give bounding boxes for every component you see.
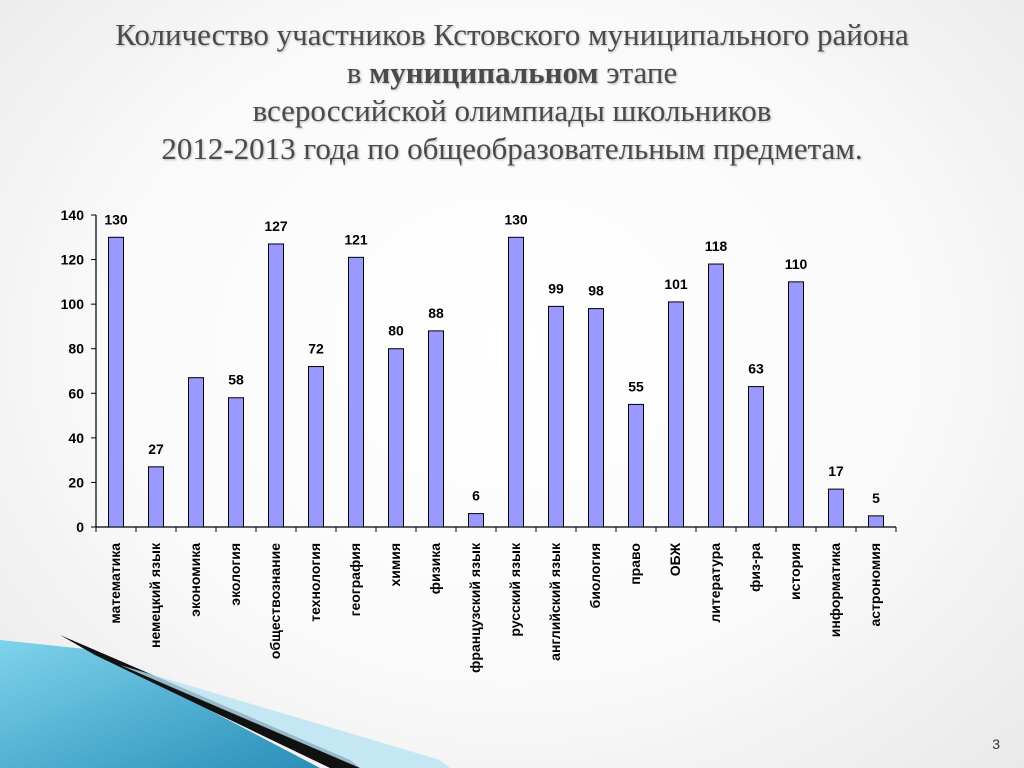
x-tick-label: биология bbox=[587, 543, 603, 608]
title-line-2: в муниципальном этапе bbox=[0, 54, 1024, 92]
title-line-2-bold: муниципальном bbox=[369, 55, 599, 90]
data-label: 27 bbox=[148, 441, 164, 457]
data-label: 98 bbox=[588, 283, 604, 299]
title-line-2-prefix: в bbox=[346, 55, 362, 90]
data-label: 118 bbox=[705, 238, 728, 254]
bar bbox=[588, 308, 604, 528]
data-label: 130 bbox=[104, 211, 128, 227]
x-tick-label: география bbox=[347, 543, 363, 616]
page-number: 3 bbox=[992, 736, 1000, 752]
x-tick-label: информатика bbox=[827, 543, 843, 637]
title-line-3: всероссийской олимпиады школьников bbox=[252, 93, 772, 128]
x-tick-label: физ-ра bbox=[747, 543, 763, 592]
x-tick-label: французский язык bbox=[467, 542, 483, 673]
y-tick-label: 100 bbox=[61, 296, 85, 312]
x-tick-label: технология bbox=[307, 543, 323, 622]
bar bbox=[628, 403, 644, 528]
data-label: 130 bbox=[504, 211, 528, 227]
data-label: 80 bbox=[388, 323, 404, 339]
x-tick-label: русский язык bbox=[507, 542, 523, 637]
x-tick-label: физика bbox=[427, 543, 443, 594]
bar bbox=[508, 236, 524, 528]
y-tick-label: 20 bbox=[68, 474, 84, 490]
x-tick-label: немецкий язык bbox=[147, 542, 163, 648]
bar bbox=[228, 397, 244, 528]
bar bbox=[268, 243, 284, 528]
x-tick-label: обществознание bbox=[267, 543, 283, 659]
x-tick-label: астрономия bbox=[867, 543, 883, 627]
bar bbox=[868, 515, 884, 528]
bar bbox=[828, 488, 844, 528]
y-tick-label: 60 bbox=[68, 385, 84, 401]
data-label: 5 bbox=[872, 490, 880, 506]
data-label: 101 bbox=[664, 276, 688, 292]
bar bbox=[468, 513, 484, 528]
bar bbox=[108, 236, 124, 528]
bar bbox=[748, 386, 764, 528]
data-label: 55 bbox=[628, 378, 644, 394]
x-tick-label: история bbox=[787, 543, 803, 600]
data-label: 58 bbox=[228, 372, 244, 388]
y-tick-label: 0 bbox=[76, 519, 84, 535]
data-label: 110 bbox=[785, 256, 808, 272]
data-label: 6 bbox=[472, 488, 480, 504]
bar bbox=[788, 281, 804, 528]
data-label: 63 bbox=[748, 361, 764, 377]
x-tick-label: экономика bbox=[187, 543, 203, 617]
bar bbox=[668, 301, 684, 528]
bar bbox=[708, 263, 724, 528]
bars bbox=[108, 236, 884, 528]
x-tick-label: право bbox=[627, 543, 643, 585]
title-line-4: 2012-2013 года по общеобразовательным пр… bbox=[161, 131, 863, 166]
data-label: 127 bbox=[264, 218, 288, 234]
x-tick-label: литература bbox=[707, 543, 723, 623]
x-axis-labels: математика немецкий язык экономика экология… bbox=[107, 542, 883, 673]
bar bbox=[148, 466, 164, 528]
bar bbox=[428, 330, 444, 528]
bar bbox=[308, 366, 324, 528]
bar bbox=[388, 348, 404, 528]
x-tick-label: математика bbox=[107, 543, 123, 624]
title-line-2-rest: этапе bbox=[606, 55, 678, 90]
bar bbox=[548, 305, 564, 528]
y-tick-label: 40 bbox=[68, 430, 84, 446]
y-tick-label: 80 bbox=[68, 341, 84, 357]
y-tick-label: 140 bbox=[61, 207, 85, 223]
data-label: 17 bbox=[828, 463, 844, 479]
bar bbox=[188, 377, 204, 528]
data-label: 121 bbox=[344, 231, 368, 247]
data-label: 72 bbox=[308, 341, 324, 357]
slide-title: Количество участников Кстовского муницип… bbox=[0, 16, 1024, 168]
data-label: 88 bbox=[428, 305, 444, 321]
x-tick-label: ОБЖ bbox=[667, 543, 683, 577]
title-line-1: Количество участников Кстовского муницип… bbox=[115, 17, 909, 52]
y-axis: 0 20 40 60 80 100 120 140 bbox=[61, 207, 897, 535]
data-label: 99 bbox=[548, 280, 564, 296]
x-tick-label: английский язык bbox=[547, 542, 563, 661]
data-labels: 130 27 58 127 72 121 80 88 6 130 99 98 55 101 118 63 110… bbox=[104, 211, 880, 506]
y-tick-label: 120 bbox=[61, 252, 85, 268]
bar bbox=[348, 256, 364, 528]
x-tick-label: химия bbox=[387, 543, 403, 587]
x-tick-label: экология bbox=[227, 543, 243, 606]
decorative-corner-swoosh bbox=[0, 635, 450, 768]
